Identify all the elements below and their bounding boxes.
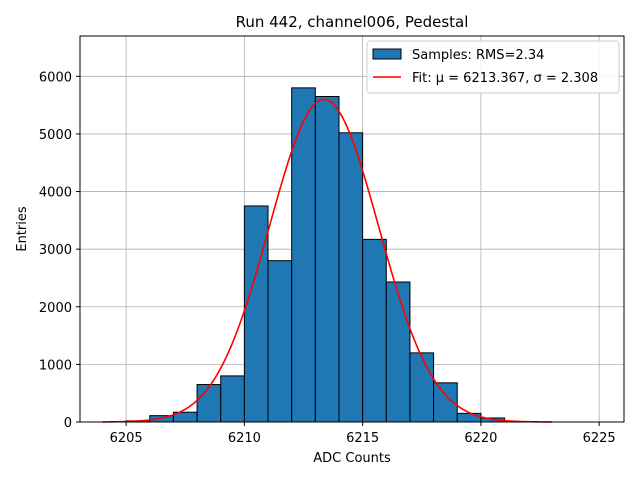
x-tick-label: 6215 (346, 431, 379, 446)
x-tick-label: 6210 (228, 431, 261, 446)
histogram-bar (338, 132, 364, 423)
y-tick-label: 5000 (39, 128, 72, 143)
y-tick-label: 1000 (39, 358, 72, 373)
legend-histogram-swatch (372, 48, 402, 60)
histogram-bar (409, 352, 435, 423)
histogram-bar (267, 260, 293, 423)
histogram-bar (196, 384, 222, 423)
legend: Samples: RMS=2.34 Fit: μ = 6213.367, σ =… (366, 40, 620, 94)
x-axis-ticks: 6205 6210 6215 6220 6225 (110, 422, 616, 446)
histogram-bar (220, 375, 245, 423)
histogram-bar (385, 281, 411, 423)
fit-curve (102, 98, 552, 423)
histogram-bar (291, 87, 316, 423)
y-axis-ticks: 0 1000 2000 3000 4000 5000 6000 (39, 70, 80, 431)
y-tick-label: 2000 (39, 301, 72, 316)
histogram-bar (243, 205, 269, 423)
x-axis-label: ADC Counts (313, 451, 391, 466)
histogram-bar (456, 412, 482, 423)
plot-frame (79, 35, 625, 423)
y-axis-label: Entries (15, 206, 30, 252)
histogram-bar (362, 238, 387, 423)
y-tick-label: 3000 (39, 243, 72, 258)
x-tick-label: 6225 (583, 431, 616, 446)
y-tick-label: 6000 (39, 70, 72, 85)
x-tick-label: 6205 (110, 431, 143, 446)
x-tick-label: 6220 (464, 431, 497, 446)
legend-fit-label: Fit: μ = 6213.367, σ = 2.308 (412, 71, 598, 86)
y-tick-label: 0 (64, 416, 72, 431)
y-tick-label: 4000 (39, 186, 72, 201)
chart-title: Run 442, channel006, Pedestal (236, 13, 469, 31)
legend-box (366, 40, 620, 94)
legend-histogram-label: Samples: RMS=2.34 (412, 48, 544, 63)
histogram-bar (314, 95, 340, 423)
